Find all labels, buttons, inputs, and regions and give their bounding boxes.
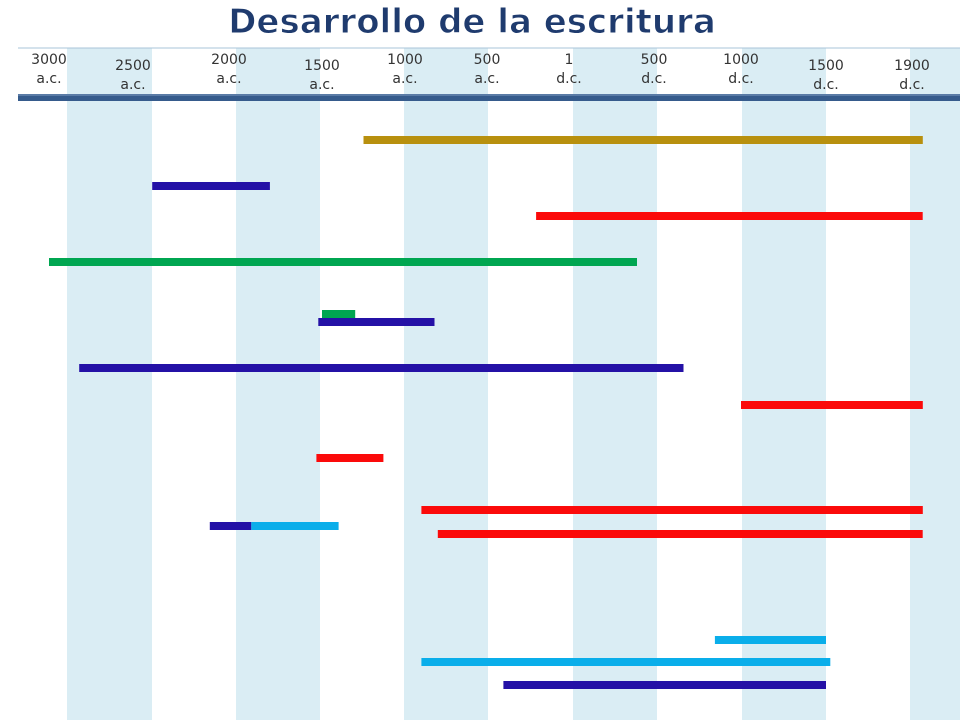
grid-stripe-5 xyxy=(910,48,960,720)
grid-stripe-4 xyxy=(742,48,826,720)
grid-stripe-2 xyxy=(404,48,488,720)
tick-label: 1000 d.c. xyxy=(723,52,759,87)
tick-label: 1 d.c. xyxy=(556,52,581,87)
timeline-bar xyxy=(79,364,684,372)
tick-label: 1900 d.c. xyxy=(894,58,930,93)
tick-label: 1500 d.c. xyxy=(808,58,844,93)
timeline-bar xyxy=(714,636,826,644)
tick-label: 1500 a.c. xyxy=(304,58,340,93)
timeline-bars xyxy=(49,136,923,689)
tick-label: 1000 a.c. xyxy=(387,52,423,87)
tick-labels: 3000 a.c. 2500 a.c. 2000 a.c. 1500 a.c. 1000 a.c.… xyxy=(31,52,930,93)
timeline-bar xyxy=(318,318,435,326)
timeline-bar xyxy=(421,658,831,666)
chart-title: Desarrollo de la escritura xyxy=(228,2,716,42)
tick-label: 3000 a.c. xyxy=(31,52,67,87)
tick-label: 2000 a.c. xyxy=(211,52,247,87)
timeline-bar xyxy=(152,182,270,190)
timeline-bar xyxy=(316,454,384,462)
axis-bar xyxy=(18,94,960,101)
timeline-bar xyxy=(741,401,923,409)
grid-stripe-3 xyxy=(573,48,657,720)
grid-stripe-1 xyxy=(236,48,320,720)
grid-stripes xyxy=(67,48,960,720)
timeline-bar xyxy=(322,310,356,318)
grid-stripe-0 xyxy=(67,48,152,720)
timeline-bar xyxy=(421,506,923,514)
timeline-bar xyxy=(503,681,826,689)
tick-label: 500 d.c. xyxy=(641,52,668,87)
timeline-bar xyxy=(437,530,923,538)
timeline-bar xyxy=(49,258,637,266)
timeline-bar xyxy=(251,522,339,530)
timeline-bar xyxy=(536,212,923,220)
tick-label: 2500 a.c. xyxy=(115,58,151,93)
tick-label: 500 a.c. xyxy=(474,52,501,87)
timeline-bar xyxy=(209,522,252,530)
timeline-bar xyxy=(363,136,923,144)
